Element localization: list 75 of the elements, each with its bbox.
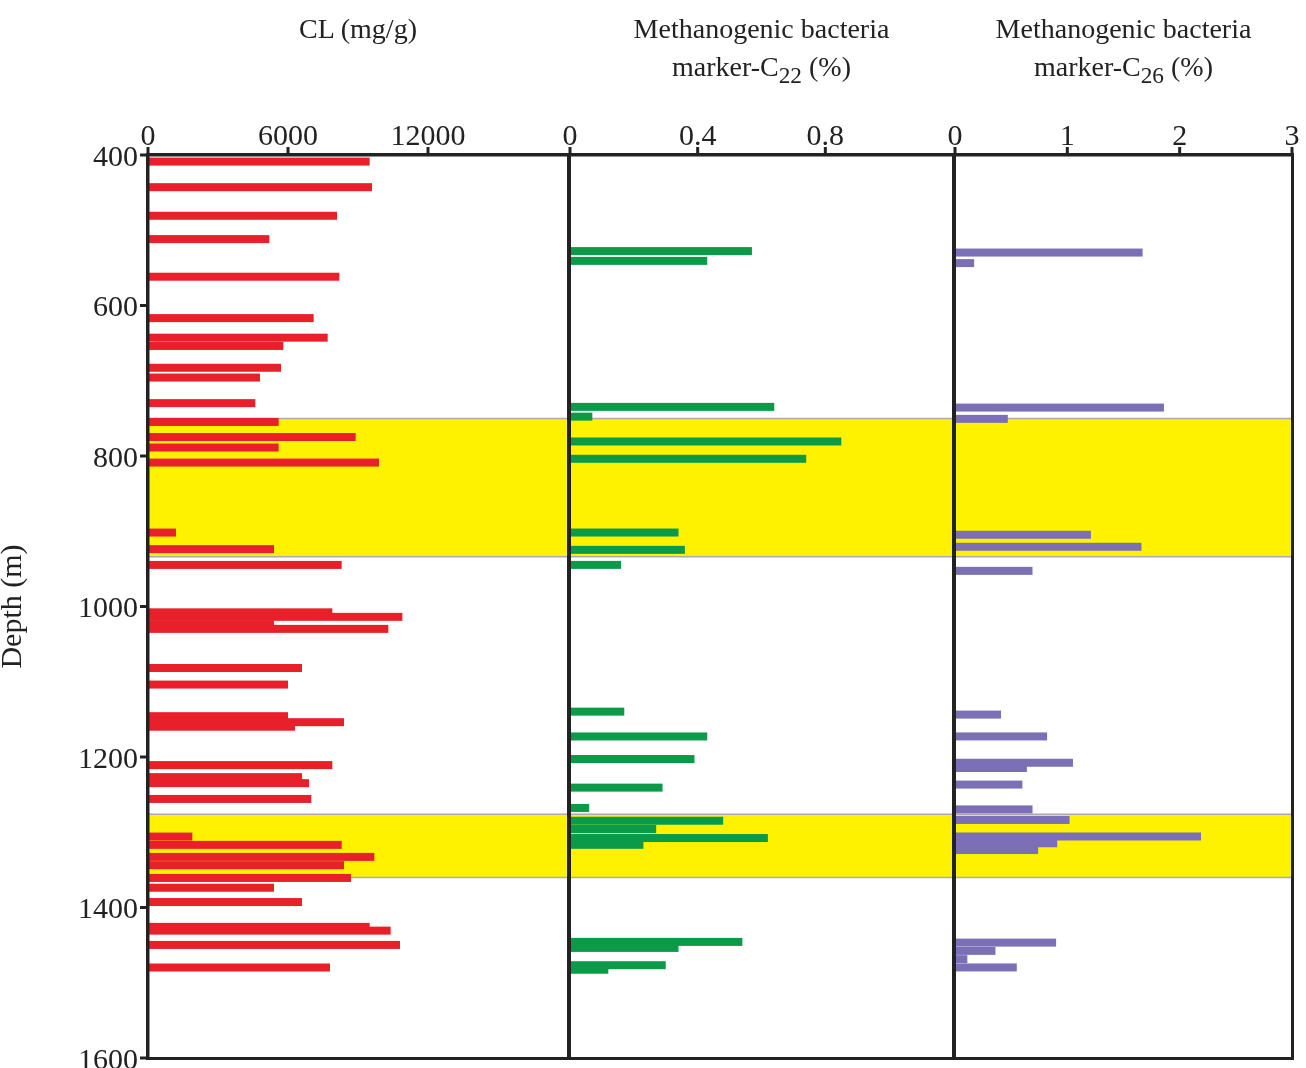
bar <box>148 898 302 907</box>
x-tick-label: 0.4 <box>678 118 717 151</box>
bar <box>148 612 403 621</box>
bar <box>955 710 1002 719</box>
y-tick-label: 1600 <box>78 1041 138 1068</box>
x-tick-label: 1 <box>1059 118 1075 151</box>
bar <box>570 545 685 554</box>
bar <box>148 433 356 441</box>
bar <box>570 256 708 265</box>
bar <box>148 883 274 892</box>
bar <box>570 412 593 421</box>
y-tick-label: 1400 <box>78 891 138 925</box>
x-tick-label: 2 <box>1172 118 1188 151</box>
bar <box>570 755 695 764</box>
bar <box>148 373 260 382</box>
bar <box>955 805 1033 814</box>
x-tick-label: 6000 <box>258 118 318 151</box>
x-tick-label: 0.8 <box>806 118 845 151</box>
bar <box>570 528 679 537</box>
bar <box>955 259 975 268</box>
bar <box>148 545 274 554</box>
x-axis-title: Methanogenic bacteria marker-C$_{22}$ (%) <box>632 12 891 90</box>
x-axis-title: Methanogenic bacteria marker-C$_{26}$ (%) <box>994 12 1253 90</box>
bar <box>148 157 370 166</box>
bar <box>148 761 333 770</box>
y-tick-label: 800 <box>93 439 138 473</box>
y-axis-title: Depth (m) <box>0 544 28 669</box>
bar <box>570 707 625 716</box>
bar <box>148 272 340 281</box>
bar <box>148 680 288 689</box>
bar <box>148 363 281 372</box>
x-tick-label: 0 <box>947 118 963 151</box>
x-tick-label: 0 <box>140 118 156 151</box>
bar <box>148 211 337 220</box>
bar <box>570 454 807 463</box>
y-tick-label: 400 <box>93 138 138 172</box>
bar <box>570 560 622 569</box>
bar <box>148 314 314 323</box>
bar <box>955 780 1023 789</box>
y-tick-label: 600 <box>93 289 138 323</box>
x-tick-label: 3 <box>1284 118 1300 151</box>
bar <box>955 815 1070 824</box>
x-tick-label: 12000 <box>390 118 466 151</box>
bar <box>148 624 389 633</box>
bar <box>955 403 1164 412</box>
y-tick-label: 1000 <box>78 590 138 624</box>
bar <box>955 530 1091 539</box>
bar <box>955 732 1048 741</box>
bar <box>148 417 279 426</box>
bar <box>570 732 708 741</box>
bar <box>148 940 400 949</box>
bar <box>955 414 1008 423</box>
y-tick-label: 1200 <box>78 740 138 774</box>
bar <box>148 560 342 569</box>
bar <box>148 926 391 935</box>
bar <box>570 402 775 411</box>
bar <box>148 794 312 803</box>
bar <box>148 873 351 882</box>
bar <box>148 664 302 673</box>
bar <box>955 566 1033 575</box>
bar <box>570 783 663 792</box>
bar <box>148 963 330 972</box>
bar <box>955 248 1143 257</box>
bar <box>570 437 842 446</box>
bar <box>148 443 279 452</box>
bar <box>570 803 590 812</box>
bar <box>148 235 270 244</box>
bar <box>148 458 379 467</box>
bar <box>148 183 372 192</box>
x-axis-title: CL (mg/g) <box>298 12 418 46</box>
x-tick-label: 0 <box>562 118 578 151</box>
bar <box>570 247 752 256</box>
bar <box>955 542 1142 551</box>
bar <box>148 399 256 408</box>
bar <box>148 528 176 537</box>
